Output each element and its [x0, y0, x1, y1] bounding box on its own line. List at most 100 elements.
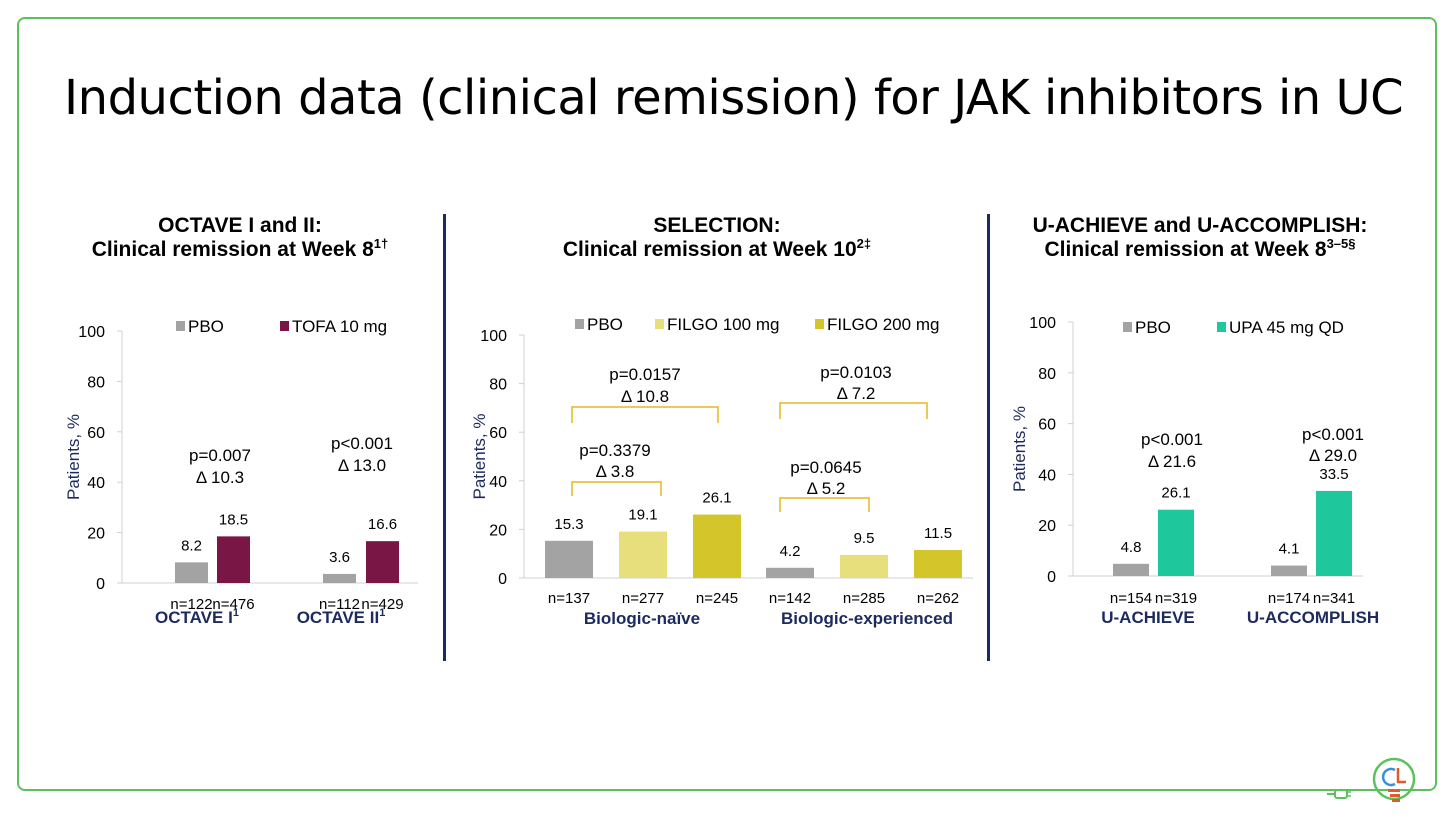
p-value-label: p=0.0103 — [820, 363, 891, 382]
bar-n-label: n=137 — [548, 590, 590, 607]
y-tick-label: 100 — [480, 328, 507, 345]
delta-label: Δ 7.2 — [837, 384, 876, 403]
legend-label: PBO — [188, 317, 224, 336]
legend-swatch — [655, 319, 664, 329]
delta-label: Δ 5.2 — [807, 479, 846, 498]
bar-n-label: n=319 — [1155, 590, 1197, 607]
p-value-label: p<0.001 — [331, 434, 393, 453]
bar — [693, 514, 741, 578]
panel-separator — [987, 214, 990, 661]
bar-value-label: 9.5 — [854, 530, 875, 547]
bar — [323, 573, 356, 583]
y-tick-label: 60 — [87, 425, 105, 442]
cl-logo-icon — [1327, 757, 1416, 802]
bar — [175, 562, 208, 583]
panel-separator — [443, 214, 446, 661]
delta-label: Δ 10.8 — [621, 387, 669, 406]
bar-value-label: 8.2 — [181, 537, 202, 554]
bar-n-label: n=154 — [1110, 590, 1152, 607]
panel-title-line2: Clinical remission at Week 8 — [1044, 238, 1327, 261]
bar-n-label: n=476 — [212, 596, 254, 613]
bar-n-label: n=429 — [361, 596, 403, 613]
bar-value-label: 19.1 — [628, 507, 657, 524]
y-tick-label: 40 — [489, 474, 507, 491]
group-label: OCTAVE II1 — [297, 607, 386, 627]
panel-title-footnote: 1† — [373, 236, 389, 251]
y-tick-label: 20 — [1038, 518, 1056, 535]
group-label: Biologic-experienced — [781, 609, 953, 628]
bar-value-label: 26.1 — [702, 490, 731, 507]
delta-label: Δ 21.6 — [1148, 452, 1196, 471]
legend-swatch — [1217, 322, 1226, 332]
significance-bracket — [779, 402, 928, 419]
bar-value-label: 4.2 — [780, 543, 801, 560]
p-value-label: p=0.0645 — [790, 458, 861, 477]
legend-label: TOFA 10 mg — [292, 317, 387, 336]
bar-value-label: 33.5 — [1319, 466, 1348, 483]
bar — [217, 536, 250, 583]
bar-value-label: 11.5 — [924, 525, 952, 542]
bar-n-label: n=122 — [170, 596, 212, 613]
y-tick-label: 0 — [1047, 569, 1056, 586]
bar-value-label: 3.6 — [329, 549, 350, 566]
y-tick-label: 20 — [489, 522, 507, 539]
y-tick-label: 100 — [1029, 315, 1056, 332]
panel-title-line2: Clinical remission at Week 8 — [91, 238, 374, 261]
legend-label: PBO — [587, 315, 623, 334]
y-tick-label: 60 — [1038, 417, 1056, 434]
bar-n-label: n=112 — [319, 596, 360, 613]
panel-title-line2: Clinical remission at Week 10 — [562, 238, 857, 261]
p-value-label: p<0.001 — [1302, 425, 1364, 444]
group-label-footnote: 1 — [379, 607, 385, 619]
bar — [619, 531, 667, 578]
significance-bracket — [571, 481, 662, 496]
bar-n-label: n=285 — [843, 590, 885, 607]
panel-title-footnote: 3–5§ — [1326, 236, 1356, 251]
bar — [1113, 563, 1149, 576]
legend-swatch — [1123, 322, 1132, 332]
p-value-label: p<0.001 — [1141, 430, 1203, 449]
bar-value-label: 26.1 — [1161, 485, 1190, 502]
bar-n-label: n=142 — [769, 590, 811, 607]
legend-swatch — [176, 321, 185, 331]
legend-label: PBO — [1135, 318, 1171, 337]
delta-label: Δ 29.0 — [1309, 446, 1357, 465]
bar-value-label: 4.8 — [1121, 539, 1142, 556]
y-tick-label: 60 — [489, 425, 507, 442]
delta-label: Δ 13.0 — [338, 456, 386, 475]
y-tick-label: 20 — [87, 526, 105, 543]
y-tick-label: 100 — [78, 324, 105, 341]
bar-n-label: n=245 — [696, 590, 738, 607]
y-axis-label: Patients, % — [1010, 406, 1029, 492]
bar-n-label: n=277 — [622, 590, 664, 607]
bar — [840, 554, 888, 578]
p-value-label: p=0.007 — [189, 446, 251, 465]
slide-title: Induction data (clinical remission) for … — [64, 70, 1404, 126]
bar-value-label: 15.3 — [554, 516, 583, 533]
legend-label: FILGO 100 mg — [667, 315, 779, 334]
significance-bracket — [779, 497, 870, 512]
panel-title-line1: OCTAVE I and II: — [158, 214, 322, 237]
bar — [545, 540, 593, 578]
bar — [1158, 509, 1194, 576]
panel-title-footnote: 2‡ — [856, 236, 872, 251]
group-label: Biologic-naïve — [584, 609, 700, 628]
bar — [914, 550, 962, 578]
legend-swatch — [575, 319, 584, 329]
y-tick-label: 80 — [1038, 366, 1056, 383]
y-tick-label: 40 — [87, 475, 105, 492]
legend-label: FILGO 200 mg — [827, 315, 939, 334]
bar-n-label: n=341 — [1313, 590, 1355, 607]
group-label: OCTAVE I1 — [155, 607, 239, 627]
bar-n-label: n=174 — [1268, 590, 1310, 607]
delta-label: Δ 3.8 — [596, 462, 635, 481]
p-value-label: p=0.0157 — [609, 365, 680, 384]
bar — [1271, 565, 1307, 576]
y-tick-label: 0 — [96, 576, 105, 593]
y-tick-label: 40 — [1038, 467, 1056, 484]
bar-n-label: n=262 — [917, 590, 959, 607]
legend-swatch — [280, 321, 289, 331]
p-value-label: p=0.3379 — [579, 441, 650, 460]
bar-value-label: 16.6 — [368, 516, 397, 533]
slide-frame — [17, 17, 1437, 791]
